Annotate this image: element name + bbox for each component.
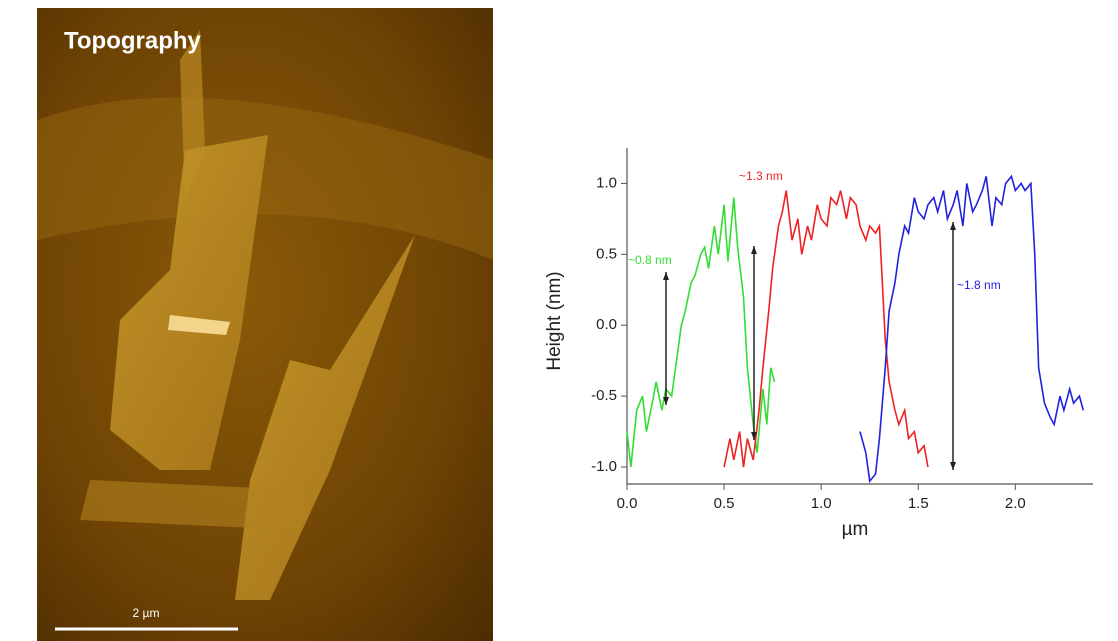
annotation: ~1.3 nm bbox=[739, 169, 783, 183]
arrow-head bbox=[663, 272, 669, 280]
y-tick-label: -1.0 bbox=[591, 458, 617, 475]
image-label: Topography bbox=[64, 27, 202, 54]
data-line bbox=[860, 176, 1083, 481]
y-axis-title: Height (nm) bbox=[544, 271, 565, 370]
afm-image: Topography 2 µm bbox=[37, 8, 493, 641]
y-tick-label: 0.5 bbox=[596, 245, 617, 262]
data-line bbox=[627, 198, 775, 467]
x-tick-label: 2.0 bbox=[1005, 495, 1026, 512]
annotation: ~1.8 nm bbox=[957, 278, 1001, 292]
x-tick-label: 1.0 bbox=[811, 495, 832, 512]
page: {"image": {"label": "Topography", "scale… bbox=[0, 0, 1118, 641]
arrow-head bbox=[950, 222, 956, 230]
scale-bar-label: 2 µm bbox=[133, 606, 160, 620]
x-tick-label: 0.0 bbox=[617, 495, 638, 512]
y-tick-label: -0.5 bbox=[591, 387, 617, 404]
y-tick-label: 1.0 bbox=[596, 174, 617, 191]
line-chart: -1.0 -0.5 0.0 0.5 1.0 0.0 0.5 1.0 1.5 2.0 µm Height… bbox=[544, 148, 1093, 540]
annotation: ~0.8 nm bbox=[628, 253, 672, 267]
x-axis-title: µm bbox=[842, 519, 869, 540]
x-tick-label: 1.5 bbox=[908, 495, 929, 512]
y-tick-label: 0.0 bbox=[596, 316, 617, 333]
x-tick-label: 0.5 bbox=[714, 495, 735, 512]
figure: Topography 2 µm -1.0 -0.5 0.0 0.5 1.0 0.0 0.5 1… bbox=[0, 0, 1118, 641]
arrow-head bbox=[751, 246, 757, 254]
arrow-head bbox=[950, 462, 956, 470]
